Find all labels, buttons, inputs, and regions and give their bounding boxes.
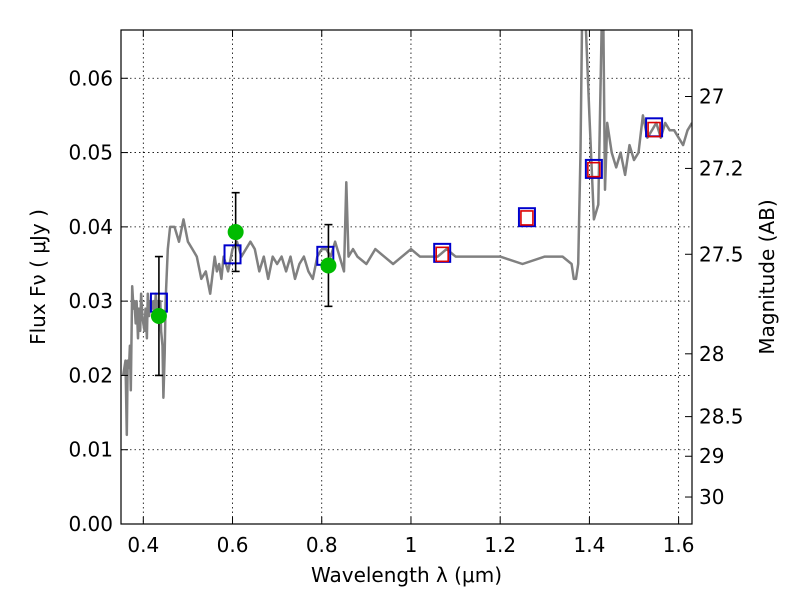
green-point [227, 224, 244, 241]
blue-square-marker [517, 207, 536, 228]
red-square-marker [587, 161, 601, 178]
y-tick-label: 0.02 [68, 363, 113, 387]
x-tick-label: 0.4 [127, 533, 159, 557]
x-tick-label: 1.6 [663, 533, 695, 557]
y2-tick-label: 27.5 [699, 242, 744, 266]
blue-square-marker [584, 158, 603, 179]
plot-area [121, 30, 692, 437]
y-tick-label: 0.06 [68, 66, 113, 90]
y2-tick-label: 28.5 [699, 405, 744, 429]
green-point [320, 257, 337, 274]
y-tick-label: 0.03 [68, 289, 113, 313]
spectrum-line [121, 30, 692, 437]
y2-tick-label: 27.2 [699, 156, 744, 180]
x-tick-label: 1 [405, 533, 418, 557]
y2-tick-label: 30 [699, 485, 724, 509]
y-tick-label: 0.04 [68, 215, 113, 239]
green-point [150, 308, 167, 324]
red-square-marker [647, 121, 661, 138]
y-axis-label: Flux Fν ( μJy ) [26, 209, 50, 345]
x-tick-label: 0.6 [217, 533, 249, 557]
y2-axis-label: Magnitude (AB) [755, 199, 779, 354]
y-tick-label: 0.00 [68, 512, 113, 536]
y2-tick-label: 29 [699, 444, 724, 468]
y2-tick-label: 28 [699, 342, 724, 366]
red-square-marker [435, 246, 449, 263]
blue-square-marker [223, 244, 242, 265]
ticks: 0.4 0.6 0.8 1 1.2 1.4 1.6 0.00 0.01 0.02 0.03 0.04 0… [68, 30, 744, 557]
y-tick-label: 0.05 [68, 141, 113, 165]
y-tick-label: 0.01 [68, 438, 113, 462]
x-tick-label: 0.8 [306, 533, 338, 557]
axes-frame [120, 29, 693, 525]
y2-tick-label: 27 [699, 85, 724, 109]
x-tick-label: 1.2 [484, 533, 516, 557]
red-square-marker [520, 210, 534, 226]
x-axis-label: Wavelength λ (μm) [311, 563, 502, 587]
x-tick-label: 1.4 [573, 533, 605, 557]
